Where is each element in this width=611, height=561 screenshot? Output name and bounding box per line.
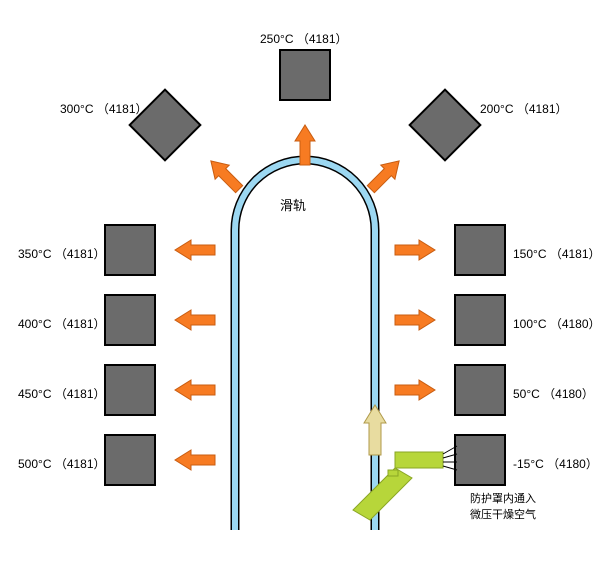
calibration-block <box>455 295 505 345</box>
station-label-s350: 350°C （4181） <box>18 245 106 262</box>
rail-label: 滑轨 <box>280 195 306 214</box>
station-label-sm15: -15°C （4180） <box>513 455 598 472</box>
shield-note: 防护罩内通入 微压干燥空气 <box>470 490 536 522</box>
station-label-s500: 500°C （4181） <box>18 455 106 472</box>
calibration-block <box>455 435 505 485</box>
calibration-block <box>455 365 505 415</box>
calibration-block <box>105 365 155 415</box>
ir-gun-barrel <box>395 452 443 468</box>
ir-gun-grip <box>353 468 412 520</box>
station-label-s100: 100°C （4180） <box>513 315 601 332</box>
calibration-block <box>280 50 330 100</box>
station-label-s250: 250°C （4181） <box>260 30 348 47</box>
calibration-block <box>105 225 155 275</box>
station-label-s450: 450°C （4181） <box>18 385 106 402</box>
calibration-block <box>105 295 155 345</box>
station-label-s50: 50°C （4180） <box>513 385 594 402</box>
station-label-s400: 400°C （4181） <box>18 315 106 332</box>
station-label-s150: 150°C （4181） <box>513 245 601 262</box>
station-label-s300: 300°C （4181） <box>60 100 148 117</box>
calibration-block <box>410 90 481 161</box>
calibration-block <box>105 435 155 485</box>
station-label-s200: 200°C （4181） <box>480 100 568 117</box>
calibration-block <box>455 225 505 275</box>
